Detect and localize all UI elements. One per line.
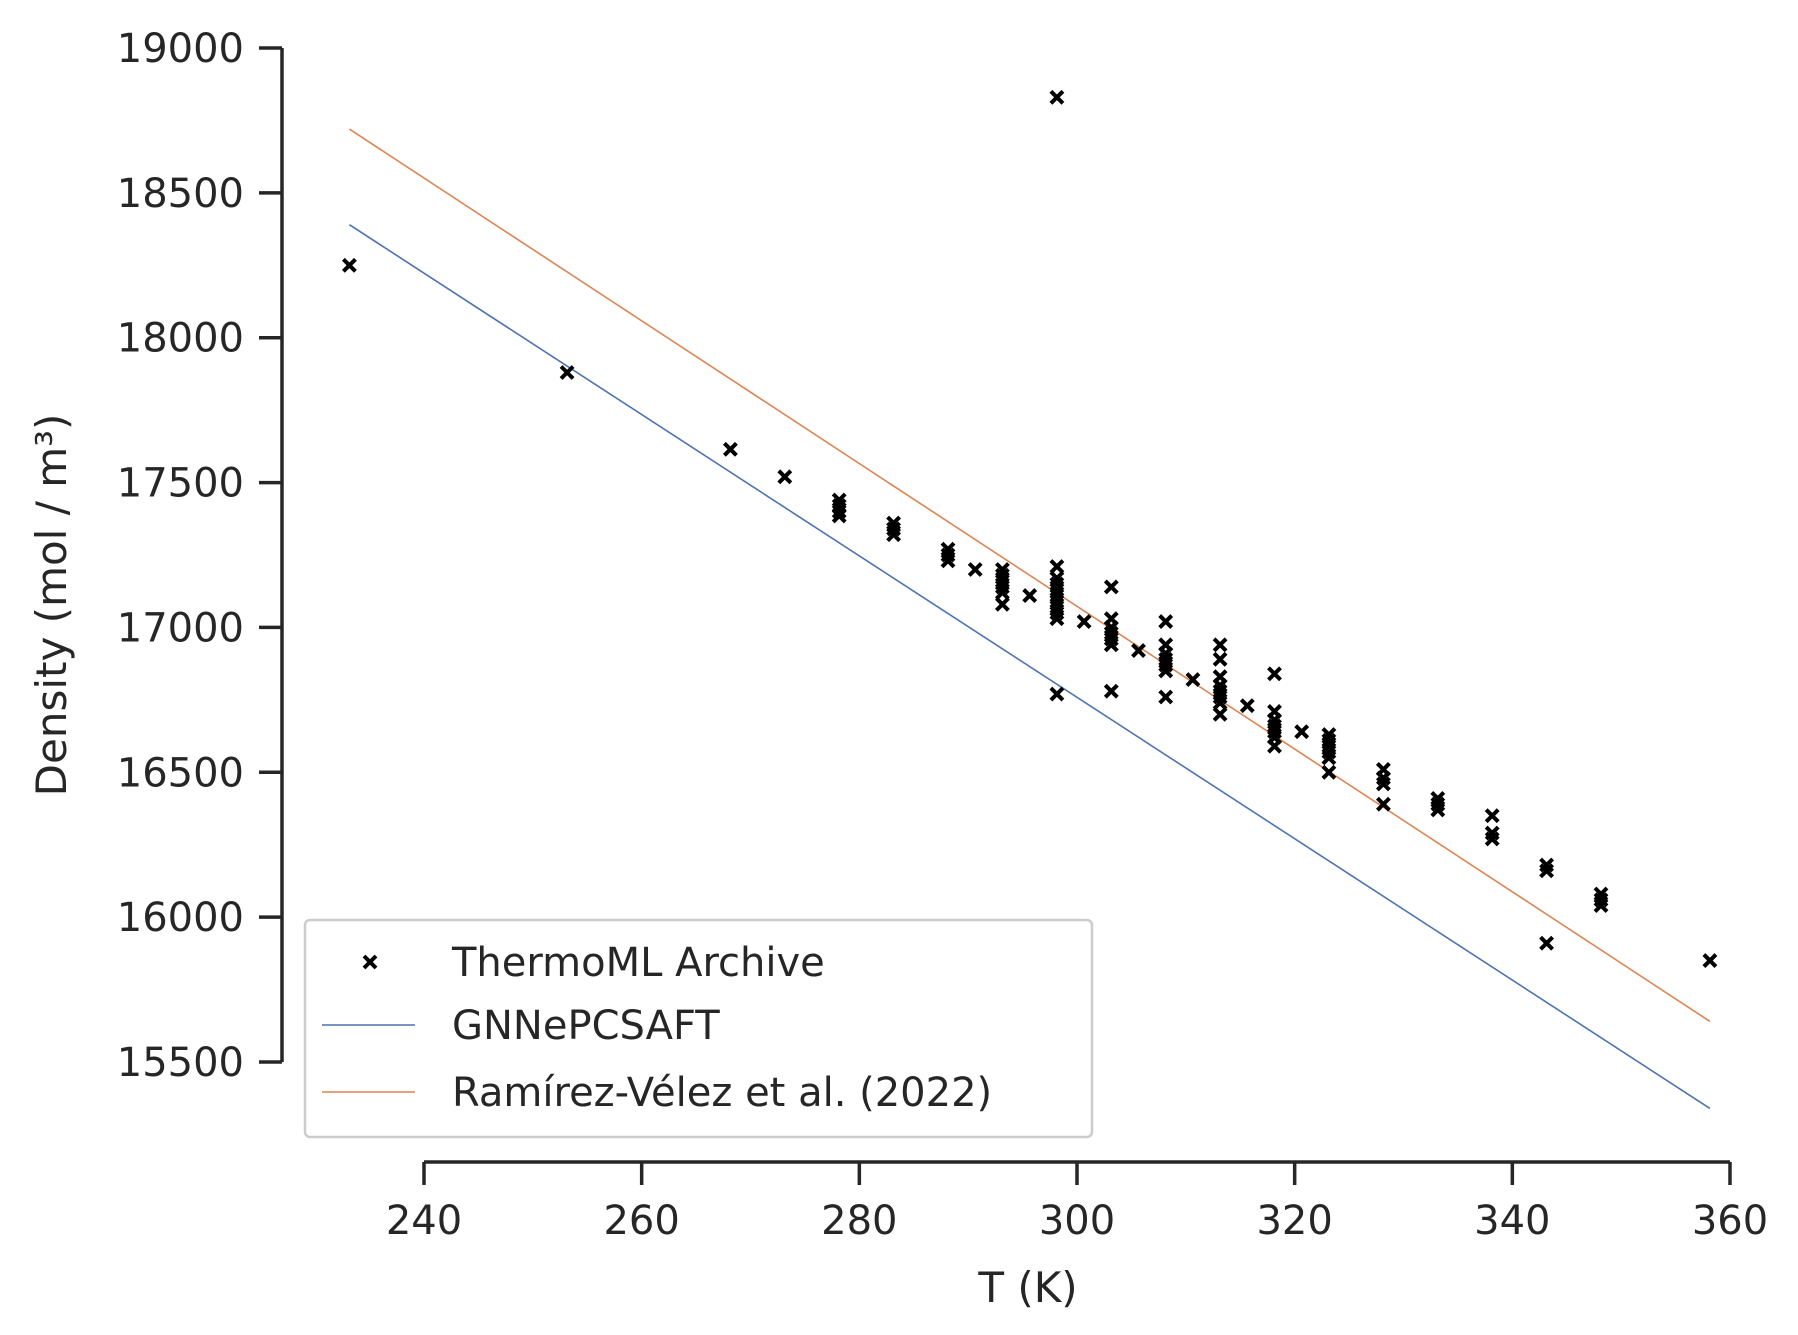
legend-label-ramirez-velez: Ramírez-Vélez et al. (2022) (452, 1070, 992, 1116)
data-point (940, 553, 956, 569)
data-point (1158, 689, 1174, 705)
data-point (1049, 686, 1065, 702)
data-point (1539, 935, 1555, 951)
data-point (1212, 706, 1228, 722)
y-tick-label: 16000 (117, 895, 244, 941)
series-lines (348, 128, 1711, 1110)
legend-marker-thermoml (362, 954, 378, 970)
x-tick-label: 260 (603, 1198, 679, 1244)
data-point (777, 469, 793, 485)
data-point (1702, 953, 1718, 969)
x-axis-ticks: 240 260 280 300 320 340 360 (386, 1162, 1768, 1244)
data-point (994, 596, 1010, 612)
data-point (1103, 637, 1119, 653)
data-point (1212, 695, 1228, 711)
series-line-gnnepcsaft (348, 224, 1711, 1110)
data-point (1484, 831, 1500, 847)
data-point (1131, 643, 1146, 659)
x-tick-label: 240 (386, 1198, 462, 1244)
data-point (1375, 796, 1391, 812)
data-point (1321, 764, 1337, 780)
data-point (1267, 666, 1282, 682)
y-axis-label: Density (mol / m³) (27, 414, 76, 797)
data-point (886, 527, 902, 543)
data-point (1539, 863, 1555, 879)
data-point (1375, 776, 1391, 792)
data-point (1593, 898, 1609, 914)
data-point (831, 504, 847, 519)
legend: ThermoML Archive GNNePCSAFT Ramírez-Véle… (303, 918, 1094, 1139)
y-tick-label: 15500 (117, 1040, 244, 1086)
data-point (1049, 89, 1065, 105)
y-tick-label: 18500 (117, 171, 244, 217)
data-point (1484, 808, 1500, 824)
data-point (1022, 588, 1038, 604)
y-tick-label: 19000 (117, 26, 244, 72)
scatter-points (341, 89, 1718, 969)
legend-label-gnnepcsaft: GNNePCSAFT (452, 1003, 720, 1049)
data-point (1212, 637, 1228, 653)
legend-label-thermoml: ThermoML Archive (451, 940, 825, 986)
data-point (559, 365, 575, 380)
x-tick-label: 360 (1692, 1198, 1768, 1244)
data-point (967, 562, 983, 577)
x-tick-label: 320 (1256, 1198, 1332, 1244)
y-axis-ticks: 15500 16000 16500 17000 17500 18000 18500 19000 (117, 26, 282, 1086)
data-point (1239, 698, 1255, 714)
data-point (1049, 559, 1065, 575)
y-tick-label: 17500 (117, 461, 244, 507)
data-point (831, 508, 847, 524)
data-point (1212, 651, 1228, 667)
y-tick-label: 17000 (117, 605, 244, 651)
data-point (1049, 611, 1065, 627)
data-point (1103, 683, 1119, 699)
data-point (1321, 750, 1337, 766)
data-point (1185, 672, 1201, 688)
y-tick-label: 18000 (117, 316, 244, 362)
data-point (1267, 738, 1282, 754)
x-tick-label: 280 (821, 1198, 897, 1244)
data-point (1430, 802, 1446, 818)
data-point (1158, 614, 1174, 630)
data-point (722, 441, 738, 457)
data-point (1158, 663, 1174, 679)
data-point (1294, 724, 1310, 740)
data-point (1103, 579, 1119, 595)
legend-box (303, 918, 1094, 1139)
series-line-ram-rez-v-lez-et-al-2022 (348, 128, 1711, 1023)
x-tick-label: 300 (1039, 1198, 1115, 1244)
y-tick-label: 16500 (117, 750, 244, 796)
x-axis-label: T (K) (977, 1263, 1077, 1312)
data-point (994, 585, 1010, 601)
data-point (1076, 614, 1092, 630)
data-point (341, 257, 357, 273)
x-tick-label: 340 (1474, 1198, 1550, 1244)
